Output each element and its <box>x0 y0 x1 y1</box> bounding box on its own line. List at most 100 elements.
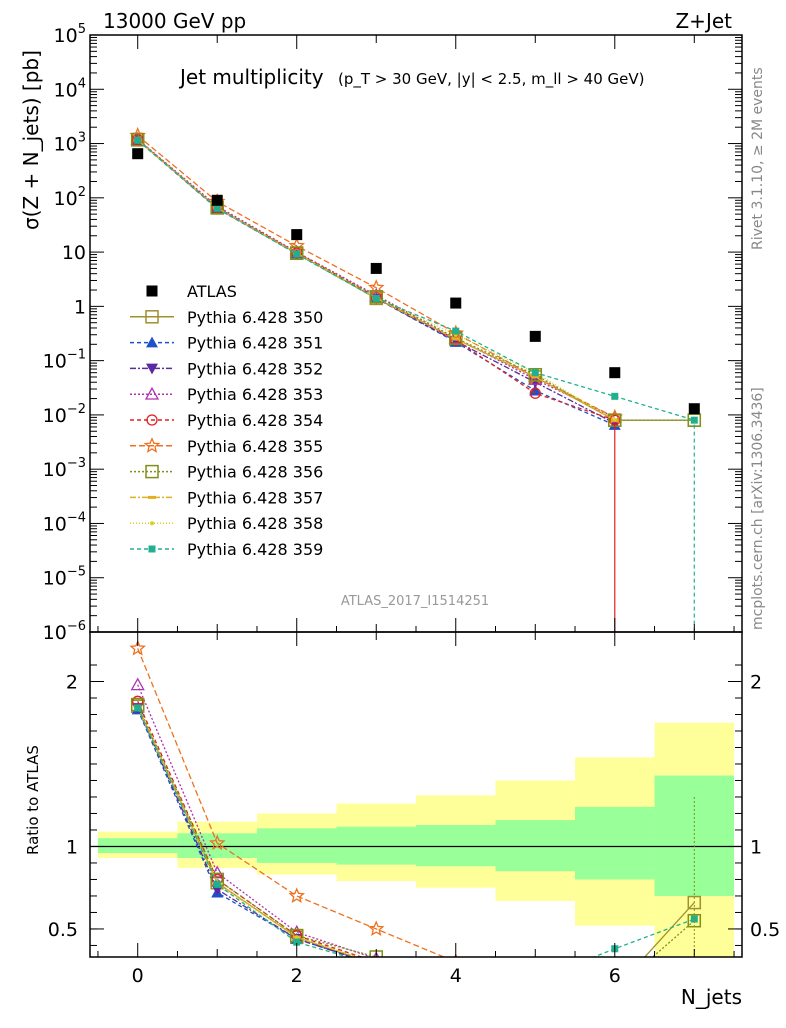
legend-marker <box>146 336 158 348</box>
ytick-exp: −3 <box>67 456 86 471</box>
ytick-base: 10 <box>43 513 67 535</box>
legend-marker <box>150 521 154 526</box>
ytick-exp: −5 <box>67 565 86 580</box>
series-point <box>612 418 617 423</box>
legend-entry-351: Pythia 6.428 351 <box>130 334 323 353</box>
main-series-layer <box>129 126 702 632</box>
ytick-exp: 4 <box>78 76 86 91</box>
axes-layer: 10510410310210110−110−210−310−410−510−62… <box>43 22 781 987</box>
legend-entry-atlas: ATLAS <box>146 282 237 301</box>
ratio-point <box>288 887 306 903</box>
ratio-point <box>372 962 380 965</box>
series-point <box>293 250 301 258</box>
data-point <box>370 262 382 274</box>
rivet-label: Rivet 3.1.10, ≥ 2M events <box>750 67 766 250</box>
ytick-base: 10 <box>54 188 78 210</box>
ratio-point <box>690 915 698 923</box>
legend-entry-353: Pythia 6.428 353 <box>130 385 323 404</box>
ratio-point <box>370 960 382 971</box>
ratio-point <box>687 895 702 910</box>
xtick-label: 0 <box>132 965 144 987</box>
legend-marker-atlas <box>146 285 158 297</box>
series-point <box>452 327 460 335</box>
ytick-exp: −6 <box>67 619 86 634</box>
band-inner-0 <box>97 838 178 854</box>
data-point <box>132 148 144 160</box>
ratio-ytick-label: 2 <box>66 671 78 693</box>
series-point <box>369 290 383 304</box>
ratio-point <box>611 988 619 991</box>
chart-title-cuts: (p_T > 30 GeV, |y| < 2.5, m_ll > 40 GeV) <box>338 70 645 89</box>
series-line <box>137 139 695 421</box>
data-point <box>609 367 621 379</box>
band-inner-5 <box>495 820 576 872</box>
series-point <box>531 369 539 377</box>
ytick-label: 10−6 <box>43 619 86 644</box>
ratio-ytick-label-right: 1 <box>750 836 762 858</box>
ratio-line <box>137 648 446 957</box>
xtick-label: 4 <box>450 965 462 987</box>
series-350 <box>130 132 702 427</box>
legend-marker <box>148 495 156 499</box>
legend-entry-355: Pythia 6.428 355 <box>130 437 323 456</box>
ytick-label: 104 <box>54 76 86 101</box>
legend-entry-356: Pythia 6.428 356 <box>130 463 323 482</box>
band-inner-6 <box>575 806 655 880</box>
ratio-point <box>529 989 541 1000</box>
xtick-label: 6 <box>609 965 621 987</box>
series-356 <box>130 133 702 427</box>
legend-marker <box>146 414 158 426</box>
ytick-exp: −2 <box>67 402 86 417</box>
legend-entry-350: Pythia 6.428 350 <box>130 308 323 327</box>
legend-entry-354: Pythia 6.428 354 <box>130 411 323 430</box>
ytick-label: 10−3 <box>43 456 86 481</box>
ratio-point <box>370 959 382 970</box>
ytick-label: 10−4 <box>43 510 86 535</box>
ratio-point <box>529 971 542 984</box>
series-point <box>134 136 142 144</box>
band-inner-4 <box>416 825 496 867</box>
data-point <box>291 229 303 241</box>
ytick-label: 1 <box>74 296 86 318</box>
ratio-line <box>137 707 695 957</box>
legend-label: Pythia 6.428 355 <box>187 437 323 456</box>
legend-marker <box>144 386 160 400</box>
band-inner-2 <box>256 828 337 863</box>
series-point <box>529 387 541 399</box>
ratio-point <box>529 972 541 984</box>
series-359 <box>134 136 698 424</box>
series-355 <box>129 126 623 425</box>
legend-label: Pythia 6.428 358 <box>187 514 323 533</box>
ytick-label: 10−2 <box>43 402 86 427</box>
legend-entry-357: Pythia 6.428 357 <box>130 488 323 507</box>
legend-label-atlas: ATLAS <box>187 282 237 301</box>
series-point <box>289 246 304 260</box>
legend-label: Pythia 6.428 350 <box>187 308 323 327</box>
data-atlas <box>132 148 700 415</box>
ratio-point <box>374 962 378 966</box>
legend-label: Pythia 6.428 351 <box>187 334 323 353</box>
chart-title-main: Jet multiplicity <box>178 65 324 89</box>
legend-label: Pythia 6.428 354 <box>187 411 323 430</box>
ratio-line <box>137 704 695 957</box>
ytick-label: 10 <box>62 242 86 264</box>
ytick-label: 10−5 <box>43 565 86 590</box>
ratio-point <box>293 938 301 946</box>
ratio-point <box>209 834 226 851</box>
ytick-exp: 5 <box>78 22 86 37</box>
legend-label: Pythia 6.428 359 <box>187 540 323 559</box>
ytick-exp: 3 <box>78 131 86 146</box>
ratio-point <box>530 992 540 1002</box>
series-point <box>288 237 306 253</box>
ytick-base: 10 <box>54 25 78 47</box>
ytick-label: 102 <box>54 185 86 210</box>
ytick-base: 10 <box>43 405 67 427</box>
data-point <box>450 297 462 309</box>
ratio-point <box>213 880 221 888</box>
ratio-ytick-label: 0.5 <box>48 919 78 941</box>
ratio-point <box>294 935 299 940</box>
legend-marker <box>146 363 158 375</box>
energy-label: 13000 GeV pp <box>103 9 246 33</box>
ratio-point <box>373 962 380 969</box>
